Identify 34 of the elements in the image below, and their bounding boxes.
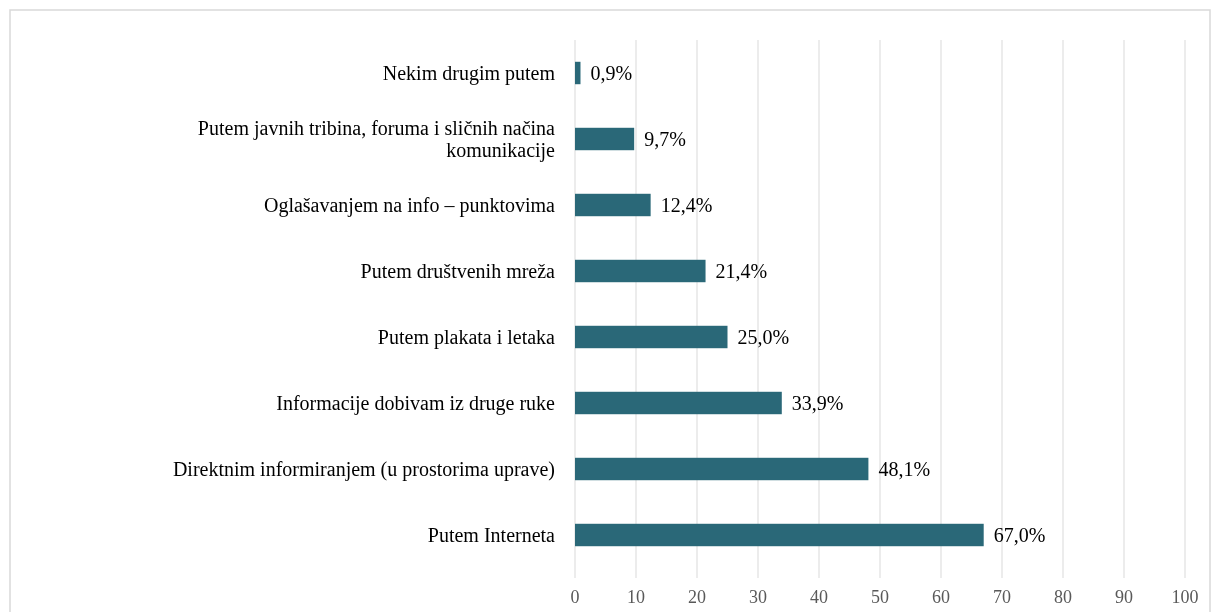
- y-tick-label: Putem društvenih mreža: [360, 260, 556, 282]
- y-tick-label: Putem plakata i letaka: [377, 326, 556, 349]
- data-label: 25,0%: [737, 326, 790, 348]
- x-tick-label: 70: [993, 587, 1011, 607]
- y-tick-label: Putem javnih tribina, foruma i sličnih načina komunikacije: [197, 117, 556, 162]
- y-tick-label: Direktnim informiranjem (u prostorima uprave): [172, 458, 555, 481]
- y-tick-label: Putem Interneta: [427, 524, 556, 546]
- bar: [575, 391, 782, 415]
- bar: [575, 325, 728, 349]
- data-label: 21,4%: [715, 260, 768, 282]
- x-tick-label: 10: [627, 587, 645, 607]
- data-label: 67,0%: [993, 524, 1046, 546]
- x-tick-label: 40: [810, 587, 828, 607]
- x-tick-label: 100: [1171, 587, 1199, 607]
- x-tick-label: 60: [932, 587, 950, 607]
- bar: [575, 259, 706, 283]
- x-tick-label: 80: [1054, 587, 1072, 607]
- x-tick-label: 50: [871, 587, 889, 607]
- data-label: 9,7%: [644, 128, 686, 150]
- y-tick-label: Nekim drugim putem: [382, 62, 556, 85]
- bar: [575, 457, 869, 481]
- x-tick-label: 0: [570, 587, 580, 607]
- x-tick-label: 30: [749, 587, 767, 607]
- bar: [575, 127, 635, 151]
- y-tick-label: Informacije dobivam iz druge ruke: [276, 392, 556, 415]
- data-label: 0,9%: [590, 62, 633, 84]
- bar: [575, 193, 651, 217]
- data-label: 12,4%: [660, 194, 713, 216]
- y-tick-label: Oglašavanjem na info – punktovima: [263, 194, 556, 217]
- x-tick-label: 20: [688, 587, 706, 607]
- data-label: 33,9%: [791, 392, 844, 414]
- x-tick-label: 90: [1115, 587, 1133, 607]
- bar: [575, 523, 984, 547]
- data-label: 48,1%: [878, 458, 931, 480]
